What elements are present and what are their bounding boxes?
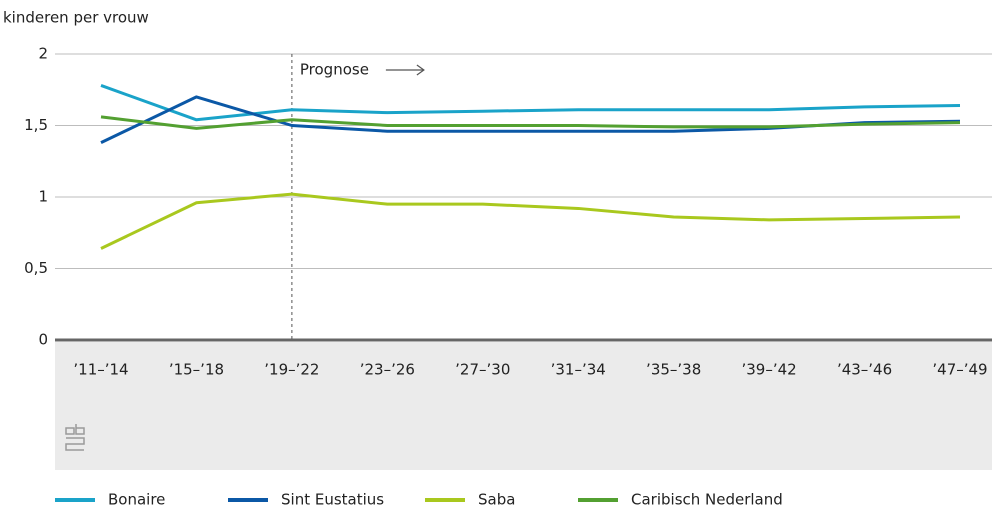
series-line	[100, 115, 961, 130]
x-tick-label: ’11–’14	[73, 361, 128, 379]
x-tick-label: ’15–’18	[169, 361, 224, 379]
y-tick-label: 1	[38, 188, 48, 206]
annotation-arrow	[385, 64, 425, 76]
x-tick-label: ’39–’42	[742, 361, 797, 379]
x-tick-label: ’31–’34	[551, 361, 606, 379]
y-tick-label: 1,5	[24, 116, 48, 134]
x-tick-label: ’19–’22	[264, 361, 319, 379]
y-tick-label: 0	[38, 331, 48, 349]
legend-label: Saba	[478, 491, 515, 509]
x-tick-label: ’23–’26	[360, 361, 415, 379]
series-line	[100, 192, 961, 250]
legend-label: Sint Eustatius	[281, 491, 384, 509]
y-axis-label: kinderen per vrouw	[3, 9, 149, 27]
series-line	[100, 84, 961, 122]
y-tick-label: 2	[38, 45, 48, 63]
y-tick-label: 0,5	[24, 259, 48, 277]
legend-label: Bonaire	[108, 491, 165, 509]
x-tick-label: ’35–’38	[646, 361, 701, 379]
logo	[65, 424, 85, 451]
legend-label: Caribisch Nederland	[631, 491, 783, 509]
annotation: Prognose	[300, 61, 369, 79]
x-tick-label: ’43–’46	[837, 361, 892, 379]
series-line	[100, 95, 961, 145]
x-axis-band	[55, 342, 992, 470]
x-tick-label: ’47–’49	[932, 361, 987, 379]
x-tick-label: ’27–’30	[455, 361, 510, 379]
